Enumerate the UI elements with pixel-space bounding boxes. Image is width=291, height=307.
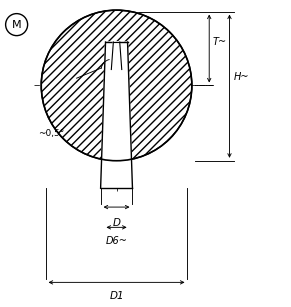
- Text: H~: H~: [234, 72, 250, 82]
- Text: D6~: D6~: [106, 236, 128, 246]
- Text: M: M: [12, 20, 22, 29]
- Circle shape: [41, 10, 192, 161]
- Polygon shape: [111, 42, 122, 69]
- Text: T~: T~: [213, 37, 227, 47]
- Polygon shape: [101, 42, 132, 188]
- Text: D: D: [113, 218, 121, 228]
- Text: D1: D1: [110, 291, 125, 301]
- Circle shape: [41, 10, 192, 161]
- Text: ~0,5°: ~0,5°: [38, 129, 65, 138]
